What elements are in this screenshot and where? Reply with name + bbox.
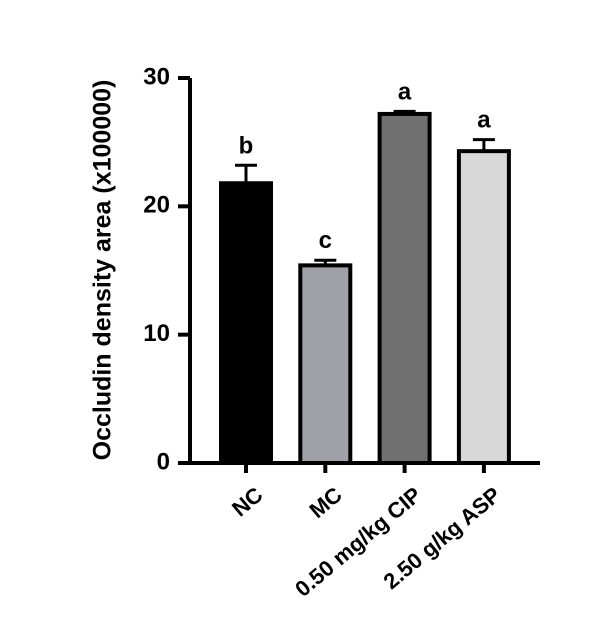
x-tick-label: MC [305, 482, 347, 523]
significance-letter: a [398, 78, 412, 105]
significance-letter: c [319, 227, 332, 254]
y-tick-label: 30 [143, 63, 170, 90]
error-bar [235, 163, 257, 184]
bar [456, 149, 511, 465]
y-tick-label: 20 [143, 192, 170, 219]
significance-letter: b [239, 132, 254, 159]
y-tick-label: 10 [143, 320, 170, 347]
bar [298, 263, 353, 465]
x-tick-label: NC [227, 482, 267, 522]
y-tick-label: 0 [157, 448, 170, 475]
y-axis-label: Occludin density area (x100000) [89, 80, 117, 461]
bar [219, 181, 273, 465]
bar [377, 111, 432, 466]
significance-letter: a [477, 107, 491, 134]
